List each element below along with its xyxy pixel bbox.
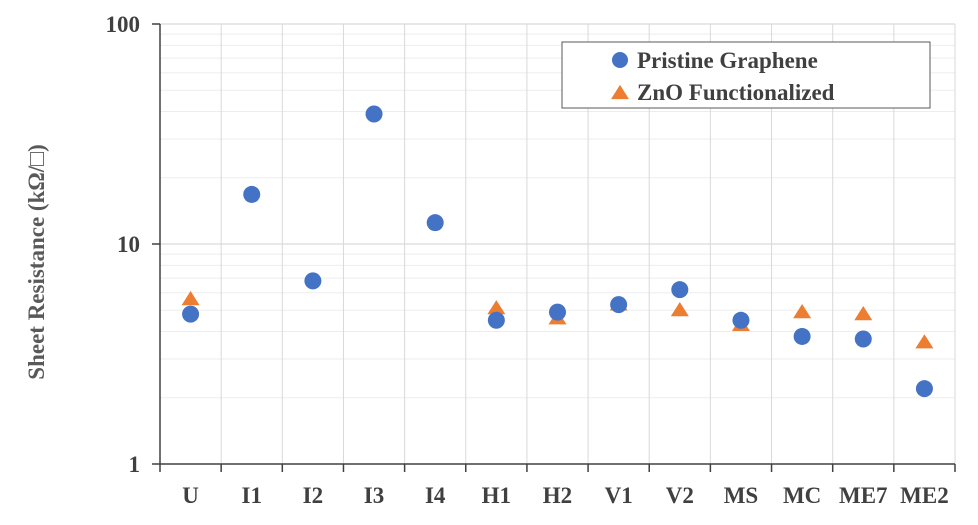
data-point-pristine (549, 303, 566, 321)
data-point-pristine (426, 214, 444, 232)
y-axis-title: Sheet Resistance (kΩ/□) (24, 144, 49, 379)
data-point-pristine (915, 380, 933, 398)
series-pristine-graphene (182, 105, 933, 398)
data-point-zno (487, 300, 506, 315)
data-series (181, 105, 934, 398)
y-tick-label: 10 (117, 232, 140, 257)
data-point-pristine (365, 105, 383, 123)
x-tick-label: ME2 (900, 483, 949, 508)
data-point-pristine (182, 305, 200, 323)
data-point-zno (915, 334, 934, 349)
axes (152, 23, 956, 472)
data-point-pristine (243, 185, 261, 203)
x-tick-labels: U I1 I2 I3 I4 H1 H2 V1 V2 MS MC ME7 ME2 (182, 483, 948, 508)
legend: Pristine Graphene ZnO Functionalized (561, 41, 931, 109)
x-tick-label: I1 (242, 483, 262, 508)
data-point-pristine (793, 327, 811, 345)
data-point-pristine (487, 311, 505, 329)
data-point-zno (181, 291, 200, 306)
data-point-zno (670, 302, 689, 317)
x-tick-label: ME7 (839, 483, 888, 508)
data-point-zno (793, 304, 812, 319)
data-point-zno (854, 306, 873, 321)
x-tick-label: MC (783, 483, 821, 508)
legend-marker-pristine (612, 52, 628, 68)
data-point-pristine (304, 272, 322, 290)
x-tick-label: H2 (543, 483, 572, 508)
legend-label-zno: ZnO Functionalized (637, 80, 835, 105)
x-tick-label: V2 (666, 483, 694, 508)
data-point-pristine (732, 311, 750, 329)
legend-marker-zno (611, 84, 629, 100)
x-tick-label: U (182, 483, 199, 508)
x-tick-label: I4 (425, 483, 446, 508)
y-tick-labels: 1 10 100 (106, 12, 141, 477)
x-tick-label: V1 (605, 483, 633, 508)
y-tick-label: 1 (129, 452, 141, 477)
x-tick-label: H1 (482, 483, 511, 508)
x-tick-label: I3 (364, 483, 384, 508)
x-tick-label: I2 (303, 483, 323, 508)
data-point-pristine (671, 281, 689, 299)
legend-label-pristine: Pristine Graphene (637, 48, 818, 73)
x-tick-label: MS (724, 483, 759, 508)
data-point-pristine (610, 296, 628, 314)
y-tick-label: 100 (106, 12, 141, 37)
data-point-pristine (854, 330, 872, 348)
